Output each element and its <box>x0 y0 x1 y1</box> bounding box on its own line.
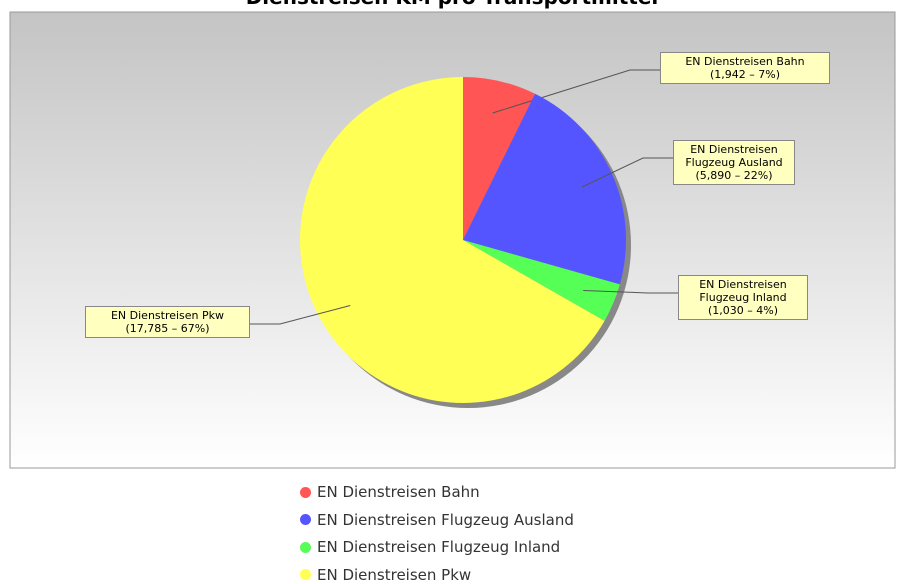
chart-title: Dienstreisen KM pro Transportmittel <box>246 0 659 9</box>
slice-label-value: (5,890 – 22%) <box>695 169 773 182</box>
pie-slice <box>463 77 536 240</box>
slice-label: EN Dienstreisen Flugzeug Inland (1,030 – … <box>678 275 808 320</box>
legend-swatch <box>300 541 311 553</box>
slice-label-name: EN Dienstreisen Pkw <box>110 309 225 322</box>
slice-label-name: EN Dienstreisen Flugzeug Ausland <box>685 143 783 169</box>
slice-label: EN Dienstreisen Bahn (1,942 – 7%) <box>660 52 830 84</box>
slice-label: EN Dienstreisen Flugzeug Ausland (5,890 –… <box>673 140 795 185</box>
legend-item: EN Dienstreisen Bahn <box>300 483 480 501</box>
legend-label: EN Dienstreisen Pkw <box>317 565 472 584</box>
slice-label-name: EN Dienstreisen Bahn <box>685 55 805 68</box>
legend-label: EN Dienstreisen Flugzeug Ausland <box>317 510 574 529</box>
slice-label-value: (1,942 – 7%) <box>709 68 781 81</box>
slice-label: EN Dienstreisen Pkw (17,785 – 67%) <box>85 306 250 338</box>
legend-item: EN Dienstreisen Pkw <box>300 566 471 584</box>
leader-line <box>250 304 351 325</box>
legend-label: EN Dienstreisen Flugzeug Inland <box>317 538 561 556</box>
slice-label-value: (17,785 – 67%) <box>125 322 210 335</box>
pie-slice <box>463 93 626 285</box>
slice-label-value: (1,030 – 4%) <box>707 304 779 317</box>
legend-swatch <box>300 514 311 525</box>
pie-slice <box>299 77 605 403</box>
leader-line <box>583 289 678 294</box>
pie-slice <box>463 240 620 321</box>
legend-swatch <box>300 486 311 498</box>
leader-line <box>581 157 673 188</box>
slice-label-name: EN Dienstreisen Flugzeug Inland <box>699 278 787 304</box>
legend-label: EN Dienstreisen Bahn <box>317 483 480 501</box>
legend-item: EN Dienstreisen Flugzeug Ausland <box>300 511 574 529</box>
legend-swatch <box>300 569 311 580</box>
legend-item: EN Dienstreisen Flugzeug Inland <box>300 538 560 556</box>
